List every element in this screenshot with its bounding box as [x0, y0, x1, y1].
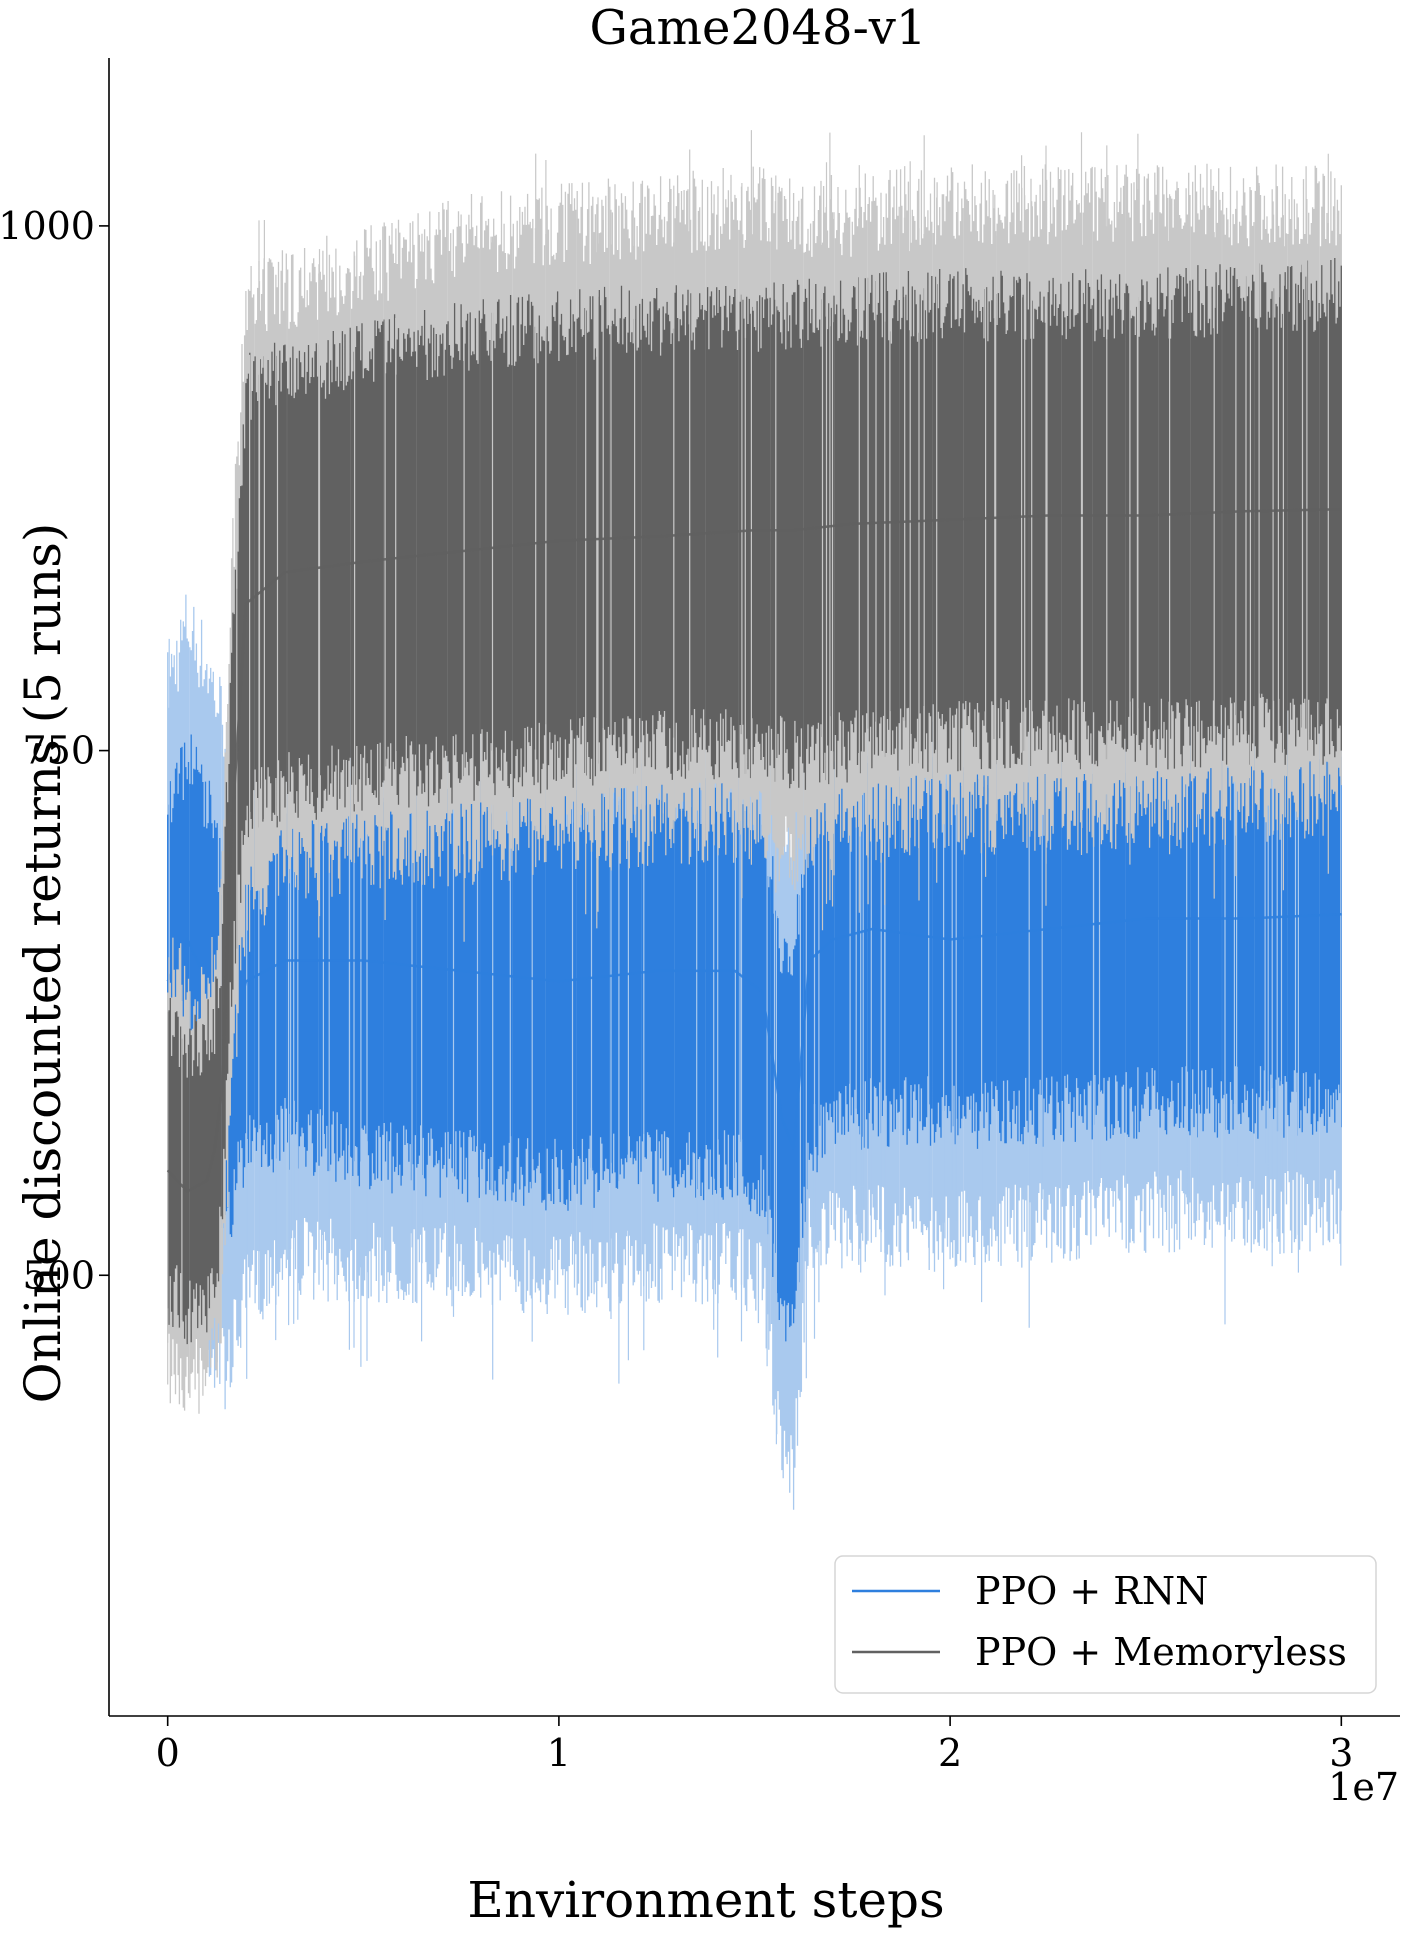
legend-label-ppo-rnn: PPO + RNN: [975, 1569, 1208, 1613]
chart-title: Game2048-v1: [590, 0, 927, 56]
plot-area: [166, 130, 1342, 1510]
x-tick-label: 2: [938, 1731, 962, 1775]
x-tick-label: 3: [1329, 1731, 1353, 1775]
x-offset-label: 1e7: [1328, 1765, 1399, 1809]
legend: PPO + RNN PPO + Memoryless: [834, 1555, 1377, 1694]
series-ppo-rnn: [166, 515, 1342, 1510]
x-ticks: 0 1 2 3: [156, 1716, 1353, 1775]
x-tick-label: 0: [156, 1731, 180, 1775]
y-axis-label: Online discounted returns (5 runs): [14, 523, 72, 1404]
series-ppo-rnn-spikes: [168, 515, 1342, 1445]
series-ppo-rnn-mean-line: [166, 913, 1342, 1150]
legend-label-ppo-memoryless: PPO + Memoryless: [975, 1630, 1347, 1674]
x-tick-label: 1: [547, 1731, 571, 1775]
series-ppo-memoryless-mean-line: [166, 507, 1342, 1193]
legend-box: [834, 1555, 1377, 1694]
y-tick-label: 500: [22, 1253, 95, 1297]
y-tick-label: 1000: [0, 204, 95, 248]
y-ticks: 500 750 1000: [0, 204, 109, 1297]
axes: [108, 58, 1400, 1717]
series-ppo-memoryless: [166, 130, 1342, 1414]
y-tick-label: 750: [22, 729, 95, 773]
x-axis-label: Environment steps: [467, 1871, 944, 1929]
